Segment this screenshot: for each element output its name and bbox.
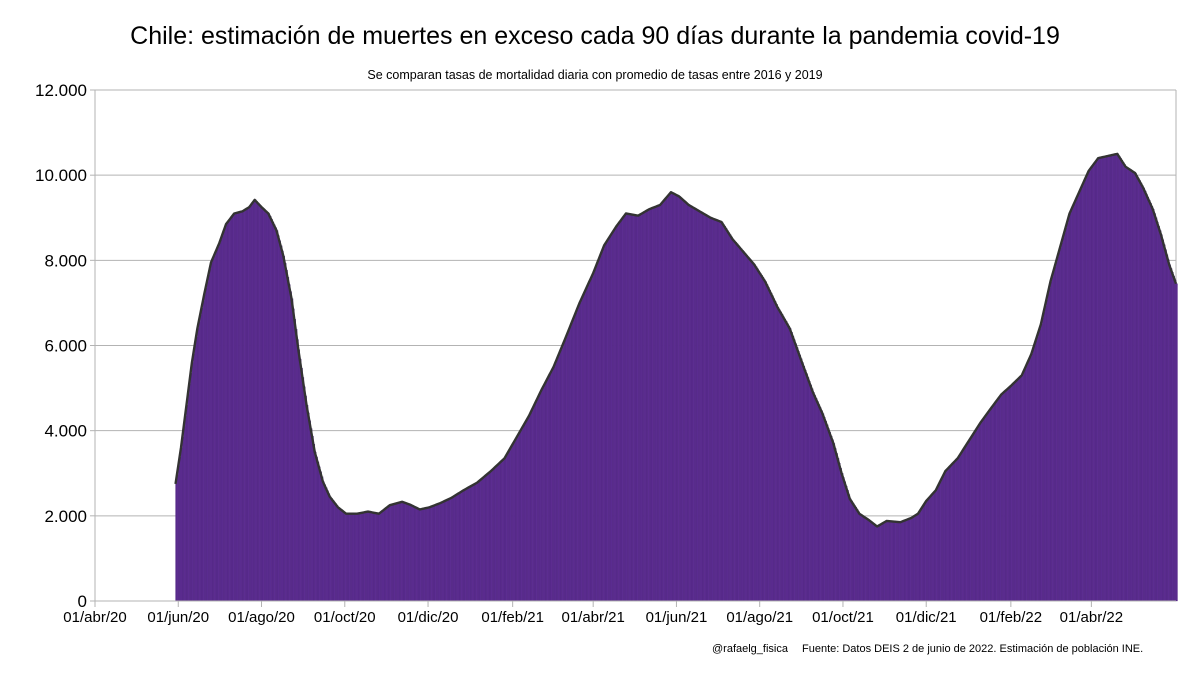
x-tick-label: 01/jun/21 [646,609,708,626]
x-tick-label: 01/abr/21 [561,609,624,626]
y-tick-label: 2.000 [44,507,87,526]
x-tick-label: 01/abr/22 [1060,609,1123,626]
y-tick-label: 12.000 [35,81,87,100]
chart-subtitle: Se comparan tasas de mortalidad diaria c… [367,68,823,82]
x-tick-label: 01/jun/20 [147,609,209,626]
series-line [174,152,1178,528]
y-tick-label: 4.000 [44,422,87,441]
x-tick-label: 01/dic/21 [896,609,957,626]
y-axis-labels: 0 2.000 4.000 6.000 8.000 10.000 12.000 [35,81,87,611]
y-tick-label: 8.000 [44,251,87,270]
y-tick-label: 10.000 [35,166,87,185]
x-tick-label: 01/abr/20 [63,609,126,626]
daily-bars [175,153,1178,602]
author-handle: @rafaelg_fisica [712,643,788,655]
axes [90,89,1176,607]
source-note: Fuente: Datos DEIS 2 de junio de 2022. E… [802,643,1144,655]
x-tick-label: 01/ago/20 [228,609,295,626]
y-tick-label: 6.000 [44,337,87,356]
x-tick-label: 01/dic/20 [398,609,459,626]
x-tick-label: 01/feb/22 [980,609,1043,626]
daily-bar [1175,283,1178,602]
x-axis-labels: 01/abr/20 01/jun/20 01/ago/20 01/oct/20 01/d… [63,609,1123,626]
series-outline [174,152,1178,528]
x-tick-label: 01/oct/21 [812,609,874,626]
x-tick-label: 01/ago/21 [726,609,793,626]
chart-title: Chile: estimación de muertes en exceso c… [130,22,1060,50]
y-tick-label: 0 [78,592,87,611]
x-tick-label: 01/feb/21 [481,609,544,626]
x-tick-label: 01/oct/20 [314,609,376,626]
